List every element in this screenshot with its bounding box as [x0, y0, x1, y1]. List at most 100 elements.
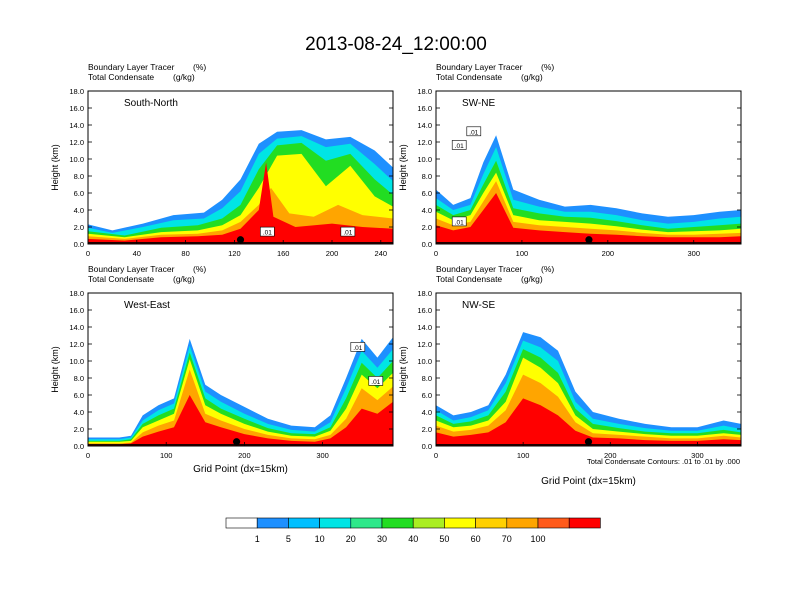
colorbar: 1 5 10 20 30 40 50 60 70 100 — [225, 517, 601, 544]
x-tick-label: 120 — [228, 249, 241, 258]
y-tick-label: 4.0 — [422, 408, 432, 417]
colorbar-swatch — [412, 517, 445, 529]
contour-label-box — [368, 376, 384, 386]
y-tick-label: 8.0 — [74, 172, 84, 181]
contour-label-box — [260, 226, 275, 237]
panel-header-condensate: Total Condensate — [88, 274, 154, 284]
plot-area — [436, 135, 741, 244]
y-tick-label: 10.0 — [69, 155, 84, 164]
panel-header-tracer: Boundary Layer Tracer — [88, 264, 175, 274]
y-tick-label: 2.0 — [422, 223, 432, 232]
x-tick-label: 240 — [375, 249, 388, 258]
y-tick-label: 12.0 — [417, 138, 432, 147]
y-tick-label: 18.0 — [69, 87, 84, 96]
y-tick-label: 0.0 — [74, 442, 84, 451]
colorbar-label: 100 — [530, 534, 545, 544]
y-tick-label: 6.0 — [422, 189, 432, 198]
contour-label: .01 — [371, 379, 380, 386]
panel-header-tracer-unit: (%) — [541, 264, 554, 274]
location-marker — [236, 236, 245, 244]
y-tick-label: 10.0 — [69, 357, 84, 366]
plot-frame — [435, 90, 742, 245]
panel-header-tracer-unit: (%) — [541, 62, 554, 72]
tracer-layer-9 — [88, 369, 393, 446]
y-tick-label: 8.0 — [74, 374, 84, 383]
y-tick-label: 2.0 — [74, 425, 84, 434]
tracer-layer-11 — [88, 395, 393, 446]
x-tick-label: 200 — [602, 249, 615, 258]
y-axis-label: Height (km) — [398, 144, 408, 191]
y-tick-label: 18.0 — [417, 87, 432, 96]
figure-title: 2013-08-24_12:00:00 — [305, 34, 487, 55]
y-tick-label: 8.0 — [422, 374, 432, 383]
y-tick-label: 4.0 — [74, 408, 84, 417]
y-axis-label: Height (km) — [50, 346, 60, 393]
panel-0: Boundary Layer Tracer (%) Total Condensate… — [50, 62, 394, 258]
panel-header-condensate-unit: (g/kg) — [173, 72, 195, 82]
contour-label: .01 — [263, 230, 272, 237]
panel-3: Boundary Layer Tracer (%) Total Condensate… — [398, 264, 742, 487]
x-tick-label: 200 — [238, 451, 251, 460]
contour-label: .01 — [455, 143, 464, 150]
plot-frame — [435, 292, 742, 447]
x-axis-label: Grid Point (dx=15km) — [193, 464, 288, 475]
colorbar-label: 30 — [377, 534, 387, 544]
plot-frame — [87, 292, 394, 447]
tracer-layer-11 — [436, 193, 741, 244]
y-axis-label: Height (km) — [398, 346, 408, 393]
colorbar-swatch — [475, 517, 508, 529]
panel-label: NW-SE — [462, 300, 495, 311]
colorbar-label: 70 — [502, 534, 512, 544]
x-tick-label: 100 — [516, 249, 529, 258]
x-tick-label: 200 — [326, 249, 339, 258]
colorbar-label: 1 — [255, 534, 260, 544]
contour-label-box — [451, 140, 467, 150]
y-tick-label: 10.0 — [417, 357, 432, 366]
y-tick-label: 12.0 — [417, 340, 432, 349]
contour-label-box — [451, 216, 467, 227]
location-marker — [584, 438, 593, 446]
x-tick-label: 160 — [277, 249, 290, 258]
y-tick-label: 16.0 — [417, 104, 432, 113]
y-tick-label: 2.0 — [74, 223, 84, 232]
y-tick-label: 14.0 — [417, 121, 432, 130]
x-axis-label: Grid Point (dx=15km) — [541, 476, 636, 487]
plot-area — [436, 332, 741, 446]
y-tick-label: 8.0 — [422, 172, 432, 181]
tracer-layer-11 — [88, 162, 393, 244]
panel-2: Boundary Layer Tracer (%) Total Condensate… — [50, 264, 394, 475]
colorbar-swatch — [444, 517, 476, 529]
panel-header-condensate-unit: (g/kg) — [521, 72, 543, 82]
y-tick-label: 16.0 — [417, 306, 432, 315]
plot-area — [88, 337, 393, 446]
y-tick-label: 18.0 — [417, 289, 432, 298]
panel-label: South-North — [124, 98, 178, 109]
x-tick-label: 40 — [133, 249, 141, 258]
y-tick-label: 0.0 — [74, 240, 84, 249]
colorbar-swatch — [256, 517, 289, 529]
contour-label: .01 — [469, 129, 478, 136]
panel-header-tracer-unit: (%) — [193, 62, 206, 72]
x-tick-label: 100 — [517, 451, 530, 460]
panel-label: West-East — [124, 300, 170, 311]
contour-label: .01 — [353, 345, 362, 352]
contour-note: Total Condensate Contours: .01 to .01 by… — [587, 457, 740, 466]
y-tick-label: 14.0 — [69, 121, 84, 130]
y-tick-label: 14.0 — [417, 323, 432, 332]
y-tick-label: 16.0 — [69, 306, 84, 315]
panel-header-condensate: Total Condensate — [88, 72, 154, 82]
panel-header-tracer: Boundary Layer Tracer — [436, 62, 523, 72]
y-tick-label: 6.0 — [74, 189, 84, 198]
location-marker — [585, 236, 593, 244]
panel-header-tracer: Boundary Layer Tracer — [436, 264, 523, 274]
contour-label-box — [466, 126, 482, 137]
colorbar-swatch — [319, 517, 352, 529]
y-tick-label: 6.0 — [422, 391, 432, 400]
contour-label-box — [350, 342, 366, 352]
plot-area — [88, 130, 393, 244]
x-tick-label: 80 — [181, 249, 189, 258]
tracer-layer-11 — [436, 398, 741, 446]
colorbar-swatch — [568, 517, 601, 529]
colorbar-swatch — [381, 517, 414, 529]
